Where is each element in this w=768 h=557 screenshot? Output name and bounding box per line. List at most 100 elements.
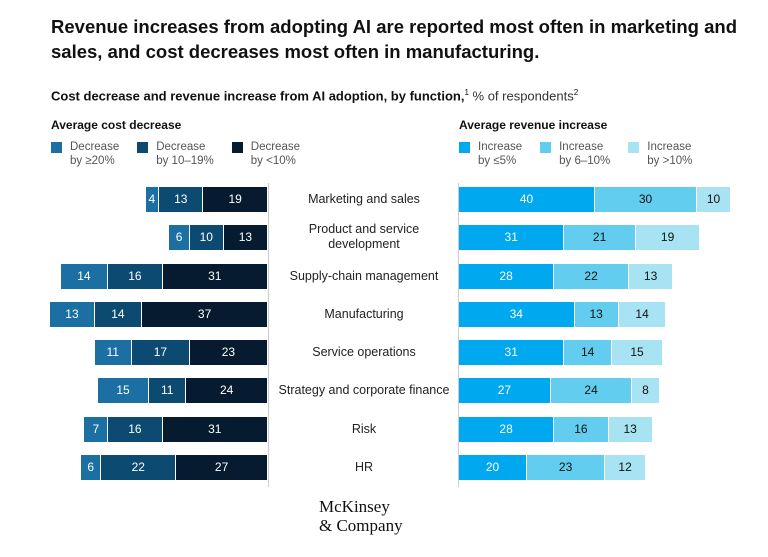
bar-segment: 13 xyxy=(50,301,95,327)
legend-label-line: by ≥20% xyxy=(70,155,115,167)
bar-segment: 13 xyxy=(159,186,204,212)
legend-swatch xyxy=(628,142,640,153)
legend-item: Decrease by <10% xyxy=(231,140,300,168)
mckinsey-logo: McKinsey & Company xyxy=(319,497,403,535)
bar-segment: 6 xyxy=(169,224,190,250)
bar-segment: 27 xyxy=(176,454,268,480)
bar-segment: 17 xyxy=(132,339,190,365)
legend-label-line: by 10–19% xyxy=(156,155,214,167)
legend-label-line: by ≤5% xyxy=(478,155,517,167)
legend-label-line: Decrease xyxy=(70,141,120,153)
bar-segment: 31 xyxy=(459,339,565,365)
category-label: HR xyxy=(354,459,374,474)
legend-label-line: Decrease xyxy=(250,141,300,153)
legend-item: Decrease by ≥20% xyxy=(51,140,119,168)
headline: Revenue increases from adopting AI are r… xyxy=(51,16,738,62)
legend-label-line: Increase xyxy=(478,141,523,153)
logo-line-2: & Company xyxy=(319,516,403,535)
legend-label-line: Increase xyxy=(559,141,604,153)
bar-segment: 13 xyxy=(223,224,268,250)
bar-segment: 30 xyxy=(595,186,697,212)
logo-line-1: McKinsey xyxy=(319,497,390,516)
legend-item: Increase by >10% xyxy=(628,140,692,168)
legend-swatch xyxy=(540,142,552,153)
bar-segment: 23 xyxy=(189,339,268,365)
footnote-1: 1 xyxy=(464,88,469,97)
bar-segment: 21 xyxy=(564,224,636,250)
bar-segment: 24 xyxy=(550,377,633,403)
bar-segment: 8 xyxy=(632,377,660,403)
bar-segment: 6 xyxy=(81,454,102,480)
bar-segment: 28 xyxy=(459,263,555,289)
subtitle-unit: % of respondents xyxy=(468,88,574,104)
category-label: Service operations xyxy=(312,344,416,359)
legend-swatch xyxy=(459,142,470,153)
bar-segment: 4 xyxy=(145,186,160,212)
legend-swatch xyxy=(51,142,62,153)
bar-segment: 27 xyxy=(459,377,551,403)
subtitle-main: Cost decrease and revenue increase from … xyxy=(51,88,465,104)
legend-label-line: Increase xyxy=(647,141,692,153)
bar-segment: 19 xyxy=(635,224,701,250)
legend-label: Increase by 6–10% xyxy=(559,140,610,168)
cost-axis-line xyxy=(268,183,269,487)
bar-segment: 22 xyxy=(554,263,629,289)
bar-segment: 22 xyxy=(101,454,177,480)
bar-segment: 11 xyxy=(149,377,187,403)
bar-segment: 14 xyxy=(94,301,143,327)
legend-item: Decrease by 10–19% xyxy=(137,140,214,168)
bar-segment: 28 xyxy=(459,416,555,442)
legend-label: Increase by ≤5% xyxy=(478,140,522,168)
legend-label-line: Decrease xyxy=(156,141,206,153)
bar-segment: 13 xyxy=(629,263,674,289)
category-label: Risk xyxy=(351,421,377,436)
revenue-axis-line xyxy=(458,183,459,487)
bar-segment: 14 xyxy=(618,301,667,327)
bar-segment: 31 xyxy=(162,263,268,289)
bar-segment: 37 xyxy=(142,301,268,327)
category-label: Strategy and corporate finance xyxy=(278,382,450,397)
bar-segment: 14 xyxy=(564,339,612,365)
cost-panel-title: Average cost decrease xyxy=(51,118,182,132)
category-label: Marketing and sales xyxy=(308,191,420,206)
bar-segment: 19 xyxy=(203,186,268,212)
category-label: Manufacturing xyxy=(324,306,404,321)
legend-item: Increase by 6–10% xyxy=(540,140,610,168)
bar-segment: 13 xyxy=(608,416,653,442)
legend-item: Increase by ≤5% xyxy=(459,140,522,168)
bar-segment: 15 xyxy=(98,377,149,403)
bar-segment: 31 xyxy=(459,224,565,250)
legend-label: Decrease by <10% xyxy=(251,140,300,168)
legend-swatch xyxy=(231,142,243,153)
legend-label: Decrease by 10–19% xyxy=(156,140,214,168)
category-label: Product and service development xyxy=(308,222,420,251)
legend-label: Increase by >10% xyxy=(647,140,692,168)
bar-segment: 13 xyxy=(574,301,619,327)
bar-segment: 11 xyxy=(94,339,132,365)
bar-segment: 31 xyxy=(162,416,268,442)
legend-label-line: by 6–10% xyxy=(559,155,611,167)
revenue-panel-title: Average revenue increase xyxy=(459,118,608,132)
cost-legend: Decrease by ≥20% Decrease by 10–19% Decrease… xyxy=(51,140,318,168)
bar-segment: 10 xyxy=(697,186,731,212)
bar-segment: 20 xyxy=(459,454,527,480)
bar-segment: 14 xyxy=(60,263,109,289)
bar-segment: 24 xyxy=(186,377,268,403)
bar-segment: 40 xyxy=(459,186,595,212)
bar-segment: 7 xyxy=(84,416,109,442)
footnote-2: 2 xyxy=(573,88,579,97)
bar-segment: 16 xyxy=(108,263,163,289)
bar-segment: 12 xyxy=(605,454,646,480)
bar-segment: 10 xyxy=(189,224,224,250)
bar-segment: 23 xyxy=(527,454,606,480)
legend-label: Decrease by ≥20% xyxy=(70,140,119,168)
legend-label-line: by >10% xyxy=(647,155,693,167)
bar-segment: 15 xyxy=(612,339,663,365)
bar-segment: 16 xyxy=(554,416,609,442)
revenue-legend: Increase by ≤5% Increase by 6–10% Increase by… xyxy=(459,140,710,168)
legend-label-line: by <10% xyxy=(250,155,296,167)
bar-segment: 16 xyxy=(108,416,163,442)
legend-swatch xyxy=(137,142,149,153)
bar-segment: 34 xyxy=(459,301,575,327)
chart-subtitle: Cost decrease and revenue increase from … xyxy=(51,85,578,104)
